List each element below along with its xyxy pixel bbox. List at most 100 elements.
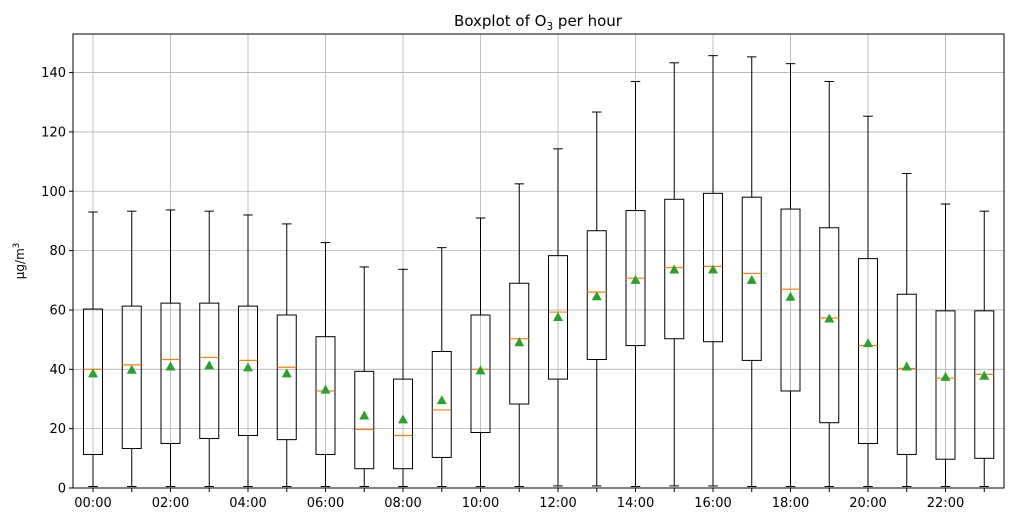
mean-marker (436, 395, 447, 405)
box (741, 196, 762, 361)
x-tick-label: 20:00 (849, 496, 886, 511)
box (664, 198, 685, 340)
mean-marker (398, 414, 408, 424)
y-tick-label: 80 (49, 244, 66, 259)
mean-marker (553, 311, 563, 321)
box (238, 305, 258, 436)
x-axis: 00:00 02:00 04:00 06:00 08:00 10:00 12:00 14:00… (74, 488, 985, 511)
box-group (586, 111, 607, 487)
box-group (431, 247, 452, 488)
box-group (509, 183, 530, 488)
box (83, 308, 103, 455)
box-group (276, 223, 297, 488)
grid (73, 34, 1004, 489)
box-group (354, 266, 375, 488)
ylabel-superscript: 3 (12, 243, 22, 248)
y-tick-label: 100 (41, 185, 66, 200)
box (586, 230, 607, 361)
mean-marker (514, 337, 525, 347)
mean-marker (281, 368, 292, 378)
box-group (199, 210, 220, 488)
mean-marker (630, 274, 641, 284)
box-layer (83, 55, 995, 488)
box-group (858, 115, 878, 488)
mean-marker (88, 368, 98, 378)
box-group (548, 148, 568, 487)
mean-marker (863, 338, 873, 348)
mean-marker (591, 291, 602, 301)
x-tick-label: 04:00 (229, 496, 266, 511)
y-tick-label: 0 (58, 482, 66, 497)
box (974, 310, 995, 459)
box-group (819, 80, 840, 488)
box-group (780, 63, 801, 488)
box-group (935, 203, 956, 488)
box-group (121, 210, 142, 488)
y-tick-label: 140 (41, 66, 66, 81)
box (935, 310, 956, 460)
box (858, 258, 878, 444)
chart-title: Boxplot of O3 per hour (454, 12, 623, 33)
box (160, 302, 181, 444)
mean-marker (824, 313, 835, 323)
box-group (83, 211, 103, 488)
box (276, 314, 297, 441)
x-tick-label: 18:00 (772, 496, 809, 511)
x-tick-label: 12:00 (539, 496, 576, 511)
title-prefix: Boxplot of O (454, 12, 546, 30)
box-group (974, 210, 995, 488)
x-tick-label: 14:00 (617, 496, 654, 511)
mean-marker (669, 264, 680, 274)
mean-marker (901, 361, 912, 371)
mean-marker (243, 362, 253, 372)
box (354, 370, 375, 470)
box (509, 282, 530, 405)
box-group (160, 209, 181, 488)
box (780, 208, 801, 392)
x-tick-label: 22:00 (927, 496, 964, 511)
mean-marker (475, 365, 486, 375)
box (896, 293, 917, 455)
title-subscript: 3 (546, 21, 553, 33)
ylabel-base: µg/m (13, 248, 27, 279)
title-suffix: per hour (553, 12, 623, 30)
y-axis-label: µg/m3 (12, 243, 27, 279)
box (819, 227, 840, 424)
box-group (470, 217, 491, 488)
x-tick-label: 00:00 (74, 496, 111, 511)
x-tick-label: 02:00 (152, 496, 189, 511)
box (199, 302, 220, 439)
mean-marker (708, 264, 718, 274)
mean-marker (204, 360, 215, 370)
box-group (896, 172, 917, 488)
box-group (703, 55, 723, 487)
x-tick-label: 10:00 (462, 496, 499, 511)
mean-marker (359, 410, 370, 420)
x-tick-label: 06:00 (307, 496, 344, 511)
mean-marker (320, 384, 331, 394)
x-tick-label: 08:00 (384, 496, 421, 511)
box-group (625, 80, 646, 488)
box-group (315, 242, 336, 488)
box-group (238, 214, 258, 488)
box (470, 314, 491, 434)
box-group (393, 268, 413, 488)
mean-marker (979, 370, 990, 380)
box (121, 305, 142, 450)
box-group (741, 56, 762, 488)
box (315, 336, 336, 455)
mean-marker (746, 274, 757, 284)
mean-marker (165, 361, 176, 371)
box (393, 378, 413, 470)
y-tick-label: 60 (49, 303, 66, 318)
mean-marker (940, 371, 951, 381)
box (431, 351, 452, 458)
y-tick-label: 40 (49, 363, 66, 378)
mean-marker (785, 291, 796, 301)
y-tick-label: 120 (41, 125, 66, 140)
box (703, 192, 723, 343)
plot-area-frame (72, 33, 1005, 489)
box (548, 255, 568, 380)
y-axis: 0 20 40 60 80 100 120 140 (41, 66, 73, 497)
